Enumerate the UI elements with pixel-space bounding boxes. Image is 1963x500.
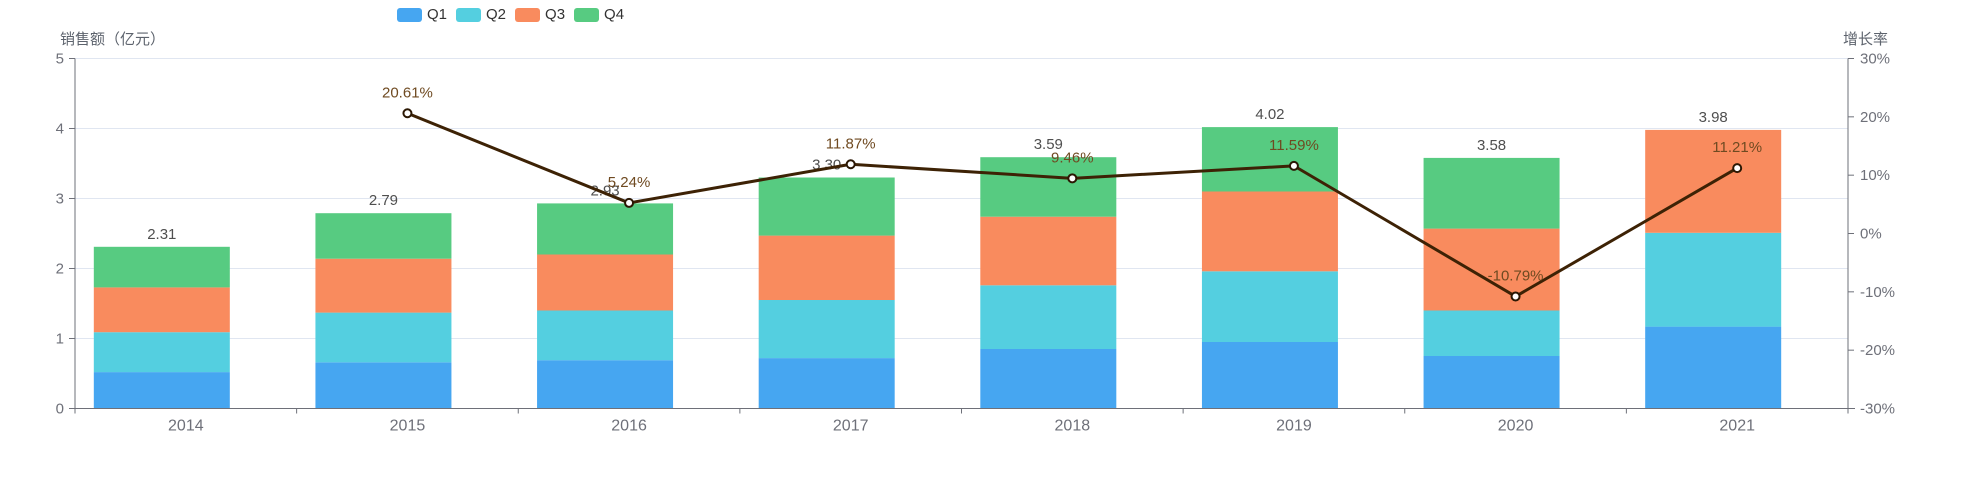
- bar-segment-2014-q2[interactable]: [93, 332, 230, 373]
- left-axis-tick-label: 5: [56, 51, 64, 68]
- growth-label: 11.21%: [1712, 139, 1762, 156]
- x-axis-label-2020: 2020: [1498, 418, 1534, 435]
- bar-segment-2018-q4[interactable]: [980, 157, 1117, 217]
- x-axis-label-2019: 2019: [1276, 418, 1312, 435]
- line-point-2021[interactable]: [1732, 163, 1743, 174]
- right-axis-tick-label: 20%: [1860, 109, 1890, 126]
- bar-segment-2019-q1[interactable]: [1201, 342, 1338, 409]
- bar-segment-2020-q4[interactable]: [1423, 157, 1560, 229]
- bar-total-label: 2.31: [147, 226, 176, 243]
- bar-segment-2017-q2[interactable]: [758, 300, 895, 359]
- growth-label: 20.61%: [382, 84, 433, 101]
- bar-segment-2019-q3[interactable]: [1201, 191, 1338, 272]
- line-point-2017[interactable]: [845, 159, 856, 170]
- left-axis-tick-label: 2: [56, 261, 64, 278]
- bar-segment-2016-q2[interactable]: [537, 310, 674, 361]
- left-axis-tick-label: 4: [56, 121, 64, 138]
- legend-swatch-q1: [397, 7, 422, 22]
- growth-label: 11.59%: [1269, 137, 1319, 154]
- bar-total-label: 3.58: [1477, 137, 1506, 154]
- bar-segment-2017-q4[interactable]: [758, 177, 895, 236]
- legend-swatch-q4: [574, 7, 600, 22]
- bar-segment-2020-q1[interactable]: [1423, 356, 1560, 409]
- bar-segment-2015-q4[interactable]: [315, 213, 452, 259]
- bar-total-label: 4.02: [1255, 106, 1284, 123]
- legend-item-q4[interactable]: Q4: [574, 6, 624, 23]
- right-axis-tick-label: -20%: [1860, 342, 1895, 359]
- legend-item-q3[interactable]: Q3: [515, 6, 565, 23]
- bar-segment-2017-q1[interactable]: [758, 358, 895, 409]
- legend-swatch-q2: [456, 7, 482, 22]
- right-axis-tick-label: -10%: [1860, 284, 1895, 301]
- bar-segment-2014-q3[interactable]: [93, 287, 230, 333]
- bars-group: 2.312.792.933.303.594.023.583.98: [93, 106, 1782, 409]
- bar-segment-2015-q3[interactable]: [315, 258, 452, 313]
- right-axis-tick-label: 30%: [1860, 51, 1890, 68]
- bar-segment-2016-q1[interactable]: [537, 360, 674, 409]
- bar-segment-2015-q2[interactable]: [315, 312, 452, 363]
- bar-segment-2014-q1[interactable]: [93, 372, 230, 409]
- x-axis-label-2021: 2021: [1719, 418, 1755, 435]
- bar-segment-2018-q2[interactable]: [980, 285, 1117, 349]
- bar-segment-2018-q1[interactable]: [980, 349, 1117, 409]
- left-axis-tick-label: 0: [56, 401, 64, 418]
- legend-label: Q2: [486, 6, 507, 23]
- bar-segment-2019-q4[interactable]: [1201, 127, 1338, 192]
- bar-segment-2014-q4[interactable]: [93, 246, 230, 288]
- legend-item-q1[interactable]: Q1: [397, 6, 447, 23]
- x-axis-label-2016: 2016: [611, 418, 647, 435]
- bar-segment-2018-q3[interactable]: [980, 216, 1117, 286]
- right-axis-tick-label: 0%: [1860, 226, 1882, 243]
- growth-label: -10.79%: [1488, 267, 1544, 284]
- line-point-2015[interactable]: [402, 108, 413, 119]
- bar-segment-2021-q1[interactable]: [1645, 326, 1782, 409]
- right-axis-title: 增长率: [1843, 31, 1889, 48]
- bar-total-label: 3.59: [1034, 136, 1063, 153]
- x-axis-label-2015: 2015: [390, 418, 426, 435]
- line-point-2019[interactable]: [1288, 160, 1299, 171]
- legend-item-q2[interactable]: Q2: [456, 6, 506, 23]
- bar-segment-2020-q3[interactable]: [1423, 228, 1560, 311]
- x-axis-label-2018: 2018: [1055, 418, 1091, 435]
- x-axis-label-2014: 2014: [168, 418, 204, 435]
- growth-label: 5.24%: [608, 174, 651, 191]
- bar-segment-2016-q4[interactable]: [537, 203, 674, 255]
- right-axis-tick-label: 10%: [1860, 167, 1890, 184]
- growth-label: 11.87%: [826, 135, 876, 152]
- legend-swatch-q3: [515, 7, 541, 22]
- left-axis-tick-label: 1: [56, 331, 64, 348]
- growth-label: 9.46%: [1051, 149, 1094, 166]
- bar-segment-2020-q2[interactable]: [1423, 310, 1560, 357]
- legend: Q1 Q2 Q3 Q4: [397, 6, 633, 23]
- left-axis-title: 销售额（亿元）: [60, 31, 166, 48]
- line-point-2016[interactable]: [624, 197, 635, 208]
- left-axis-tick-label: 3: [56, 191, 64, 208]
- bar-segment-2019-q2[interactable]: [1201, 271, 1338, 342]
- line-point-2018[interactable]: [1067, 173, 1078, 184]
- bar-segment-2016-q3[interactable]: [537, 254, 674, 311]
- bar-segment-2017-q3[interactable]: [758, 235, 895, 300]
- bar-segment-2021-q2[interactable]: [1645, 232, 1782, 327]
- bar-total-label: 2.79: [369, 192, 398, 209]
- line-point-2020[interactable]: [1510, 291, 1521, 302]
- bar-segment-2015-q1[interactable]: [315, 362, 452, 409]
- legend-label: Q1: [427, 6, 448, 23]
- x-axis-label-2017: 2017: [833, 418, 869, 435]
- right-axis-tick-label: -30%: [1860, 401, 1895, 418]
- legend-label: Q4: [604, 6, 625, 23]
- legend-label: Q3: [545, 6, 566, 23]
- bar-total-label: 3.98: [1699, 109, 1728, 126]
